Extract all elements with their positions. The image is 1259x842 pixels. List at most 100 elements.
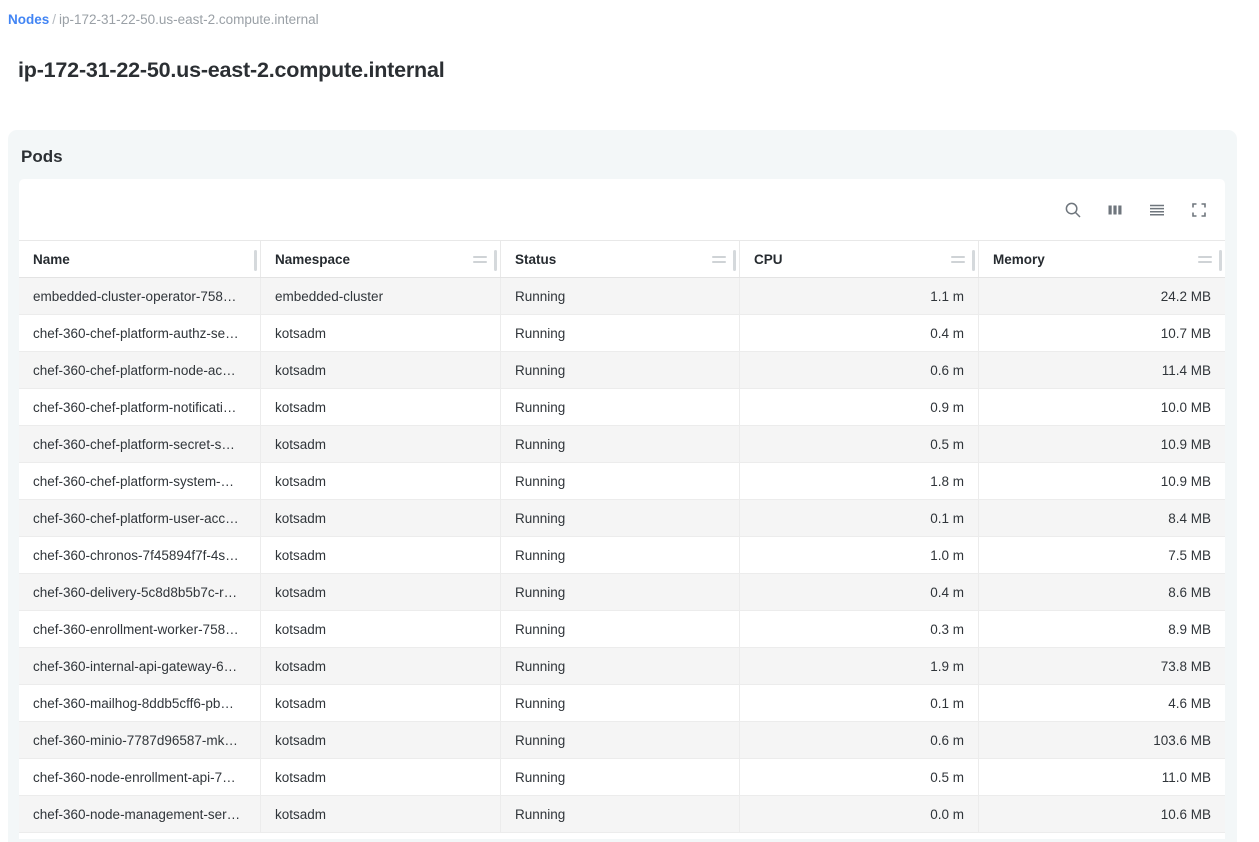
cell-status: Running bbox=[501, 722, 740, 758]
cell-memory: 10.6 MB bbox=[979, 796, 1225, 832]
column-header-label: CPU bbox=[754, 251, 783, 267]
cell-text: Running bbox=[515, 621, 566, 637]
column-menu-icon[interactable] bbox=[712, 251, 728, 267]
cell-status: Running bbox=[501, 389, 740, 425]
cell-name: chef-360-chef-platform-authz-se… bbox=[19, 315, 261, 351]
cell-text: chef-360-chef-platform-user-acc… bbox=[33, 510, 239, 526]
cell-cpu: 0.6 m bbox=[740, 722, 979, 758]
table-row[interactable]: chef-360-chronos-7f45894f7f-4s… kotsadm Ru… bbox=[19, 537, 1225, 574]
table-row[interactable]: chef-360-node-enrollment-api-7… kotsadm Ru… bbox=[19, 759, 1225, 796]
column-menu-icon[interactable] bbox=[473, 251, 489, 267]
column-header-label: Namespace bbox=[275, 251, 351, 267]
cell-name: chef-360-enrollment-worker-758… bbox=[19, 611, 261, 647]
cell-text: kotsadm bbox=[275, 695, 327, 711]
table-row[interactable]: chef-360-chef-platform-authz-se… kotsadm R… bbox=[19, 315, 1225, 352]
cell-namespace: embedded-cluster bbox=[261, 278, 501, 314]
cell-text: embedded-cluster bbox=[275, 288, 384, 304]
table-row[interactable]: chef-360-internal-api-gateway-6… kotsadm R… bbox=[19, 648, 1225, 685]
cell-memory: 8.4 MB bbox=[979, 500, 1225, 536]
search-icon[interactable] bbox=[1059, 196, 1086, 223]
cell-text: 8.9 MB bbox=[1168, 621, 1211, 637]
column-resize-handle[interactable] bbox=[254, 250, 257, 271]
cell-text: 10.9 MB bbox=[1160, 436, 1211, 452]
table-row[interactable]: chef-360-chef-platform-notificati… kotsad… bbox=[19, 389, 1225, 426]
density-icon[interactable] bbox=[1143, 196, 1170, 223]
cell-memory: 4.6 MB bbox=[979, 685, 1225, 721]
table-row[interactable]: chef-360-delivery-5c8d8b5b7c-r… kotsadm Ru… bbox=[19, 574, 1225, 611]
table-row[interactable]: chef-360-node-management-ser… kotsadm Runn… bbox=[19, 796, 1225, 833]
cell-text: chef-360-node-enrollment-api-7… bbox=[33, 769, 236, 785]
cell-name: chef-360-chef-platform-user-acc… bbox=[19, 500, 261, 536]
table-row[interactable]: chef-360-chef-platform-node-ac… kotsadm Ru… bbox=[19, 352, 1225, 389]
cell-name: chef-360-node-management-ser… bbox=[19, 796, 261, 832]
cell-text: 0.4 m bbox=[930, 584, 964, 600]
cell-cpu: 0.4 m bbox=[740, 574, 979, 610]
columns-icon[interactable] bbox=[1101, 196, 1128, 223]
column-header-name[interactable]: Name bbox=[19, 241, 261, 277]
cell-namespace: kotsadm bbox=[261, 352, 501, 388]
cell-text: Running bbox=[515, 473, 566, 489]
column-header-memory[interactable]: Memory bbox=[979, 241, 1225, 277]
cell-cpu: 0.6 m bbox=[740, 352, 979, 388]
cell-text: Running bbox=[515, 399, 566, 415]
cell-text: 0.0 m bbox=[930, 806, 964, 822]
grid-body: embedded-cluster-operator-758… embedded-c… bbox=[19, 278, 1225, 833]
cell-text: Running bbox=[515, 658, 566, 674]
column-header-status[interactable]: Status bbox=[501, 241, 740, 277]
column-menu-icon[interactable] bbox=[1198, 251, 1214, 267]
cell-namespace: kotsadm bbox=[261, 463, 501, 499]
cell-namespace: kotsadm bbox=[261, 315, 501, 351]
cell-text: Running bbox=[515, 806, 566, 822]
column-header-label: Memory bbox=[993, 251, 1045, 267]
cell-name: chef-360-chef-platform-system-… bbox=[19, 463, 261, 499]
cell-status: Running bbox=[501, 352, 740, 388]
table-row[interactable]: chef-360-chef-platform-user-acc… kotsadm R… bbox=[19, 500, 1225, 537]
table-row[interactable]: chef-360-mailhog-8ddb5cff6-pb… kotsadm Run… bbox=[19, 685, 1225, 722]
cell-text: 0.5 m bbox=[930, 436, 964, 452]
table-row[interactable]: chef-360-chef-platform-secret-s… kotsadm R… bbox=[19, 426, 1225, 463]
column-header-namespace[interactable]: Namespace bbox=[261, 241, 501, 277]
cell-cpu: 0.1 m bbox=[740, 685, 979, 721]
cell-status: Running bbox=[501, 500, 740, 536]
cell-text: 0.4 m bbox=[930, 325, 964, 341]
cell-text: embedded-cluster-operator-758… bbox=[33, 288, 237, 304]
cell-memory: 11.0 MB bbox=[979, 759, 1225, 795]
column-resize-handle[interactable] bbox=[1219, 250, 1222, 271]
cell-text: chef-360-minio-7787d96587-mk… bbox=[33, 732, 238, 748]
breadcrumb-link-nodes[interactable]: Nodes bbox=[8, 12, 50, 27]
column-resize-handle[interactable] bbox=[733, 250, 736, 271]
cell-text: kotsadm bbox=[275, 325, 327, 341]
page-title: ip-172-31-22-50.us-east-2.compute.intern… bbox=[18, 58, 445, 82]
cell-cpu: 0.9 m bbox=[740, 389, 979, 425]
cell-name: chef-360-chef-platform-node-ac… bbox=[19, 352, 261, 388]
cell-text: 24.2 MB bbox=[1160, 288, 1211, 304]
cell-namespace: kotsadm bbox=[261, 796, 501, 832]
cell-text: chef-360-delivery-5c8d8b5b7c-r… bbox=[33, 584, 238, 600]
cell-text: 0.1 m bbox=[930, 510, 964, 526]
cell-text: 1.8 m bbox=[930, 473, 964, 489]
cell-cpu: 0.4 m bbox=[740, 315, 979, 351]
table-row[interactable]: chef-360-enrollment-worker-758… kotsadm Ru… bbox=[19, 611, 1225, 648]
cell-text: chef-360-chef-platform-node-ac… bbox=[33, 362, 236, 378]
cell-namespace: kotsadm bbox=[261, 648, 501, 684]
column-resize-handle[interactable] bbox=[494, 250, 497, 271]
cell-memory: 24.2 MB bbox=[979, 278, 1225, 314]
cell-text: chef-360-chronos-7f45894f7f-4s… bbox=[33, 547, 239, 563]
column-header-cpu[interactable]: CPU bbox=[740, 241, 979, 277]
cell-cpu: 0.5 m bbox=[740, 759, 979, 795]
cell-name: chef-360-node-enrollment-api-7… bbox=[19, 759, 261, 795]
cell-text: chef-360-enrollment-worker-758… bbox=[33, 621, 239, 637]
table-row[interactable]: embedded-cluster-operator-758… embedded-c… bbox=[19, 278, 1225, 315]
cell-cpu: 0.0 m bbox=[740, 796, 979, 832]
cell-text: chef-360-node-management-ser… bbox=[33, 806, 241, 822]
table-row[interactable]: chef-360-chef-platform-system-… kotsadm Ru… bbox=[19, 463, 1225, 500]
fullscreen-icon[interactable] bbox=[1185, 196, 1212, 223]
cell-text: 73.8 MB bbox=[1160, 658, 1211, 674]
cell-text: chef-360-chef-platform-system-… bbox=[33, 473, 235, 489]
table-row[interactable]: chef-360-minio-7787d96587-mk… kotsadm Runn… bbox=[19, 722, 1225, 759]
cell-text: 8.6 MB bbox=[1168, 584, 1211, 600]
cell-status: Running bbox=[501, 574, 740, 610]
cell-text: chef-360-chef-platform-authz-se… bbox=[33, 325, 239, 341]
column-resize-handle[interactable] bbox=[972, 250, 975, 271]
column-menu-icon[interactable] bbox=[951, 251, 967, 267]
